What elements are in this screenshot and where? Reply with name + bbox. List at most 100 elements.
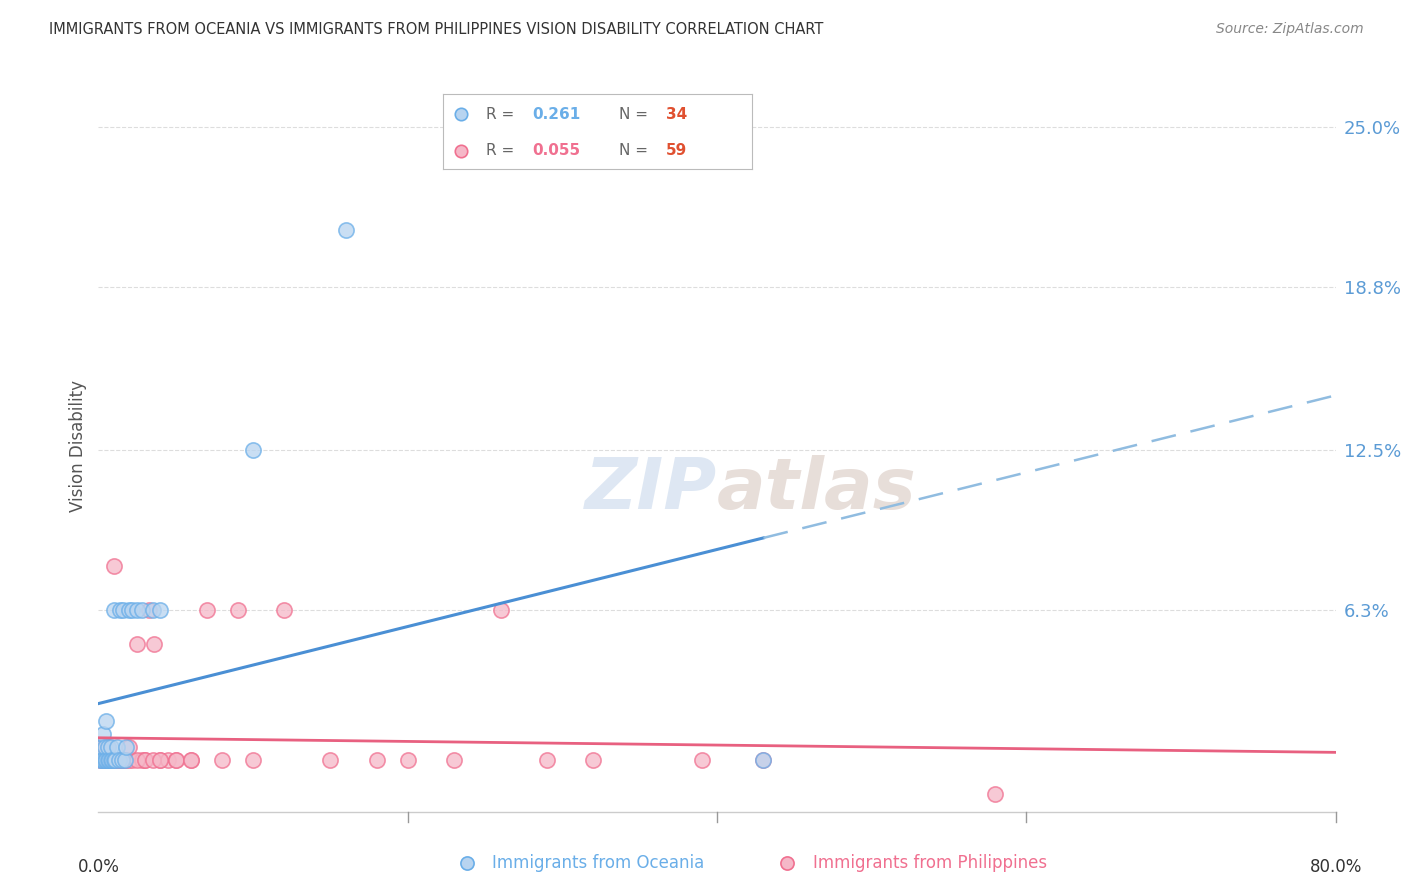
- Point: [450, 144, 472, 158]
- Point: [127, 637, 149, 651]
- Point: [752, 753, 775, 767]
- Point: [93, 753, 115, 767]
- Point: [90, 753, 112, 767]
- Point: [103, 753, 125, 767]
- Point: [180, 753, 202, 767]
- Point: [366, 753, 388, 767]
- Point: [101, 753, 124, 767]
- Text: atlas: atlas: [717, 456, 917, 524]
- Point: [115, 740, 138, 755]
- Point: [134, 753, 156, 767]
- Text: 0.055: 0.055: [533, 143, 581, 158]
- Point: [90, 740, 112, 755]
- Point: [108, 603, 131, 617]
- Point: [101, 753, 124, 767]
- Point: [98, 753, 121, 767]
- Point: [103, 603, 125, 617]
- Text: N =: N =: [619, 107, 652, 121]
- Point: [165, 753, 187, 767]
- Text: 34: 34: [665, 107, 688, 121]
- Point: [984, 787, 1007, 801]
- Point: [107, 753, 129, 767]
- Point: [157, 753, 180, 767]
- Point: [96, 740, 118, 755]
- Point: [149, 753, 172, 767]
- Point: [91, 740, 114, 755]
- Point: [89, 740, 111, 755]
- Point: [226, 603, 249, 617]
- Point: [396, 753, 419, 767]
- Point: [195, 603, 218, 617]
- Point: [93, 740, 115, 755]
- Point: [134, 753, 156, 767]
- Point: [97, 753, 120, 767]
- Point: [100, 740, 122, 755]
- Point: [111, 753, 134, 767]
- Point: [89, 753, 111, 767]
- Point: [456, 856, 478, 871]
- Point: [96, 714, 118, 729]
- Point: [100, 753, 122, 767]
- Point: [180, 753, 202, 767]
- Point: [690, 753, 713, 767]
- Text: N =: N =: [619, 143, 652, 158]
- Point: [96, 753, 118, 767]
- Point: [112, 753, 135, 767]
- Point: [242, 753, 264, 767]
- Point: [98, 753, 121, 767]
- Point: [97, 753, 120, 767]
- Point: [104, 753, 127, 767]
- Point: [242, 442, 264, 457]
- Point: [450, 107, 472, 121]
- Point: [776, 856, 799, 871]
- Text: Source: ZipAtlas.com: Source: ZipAtlas.com: [1216, 22, 1364, 37]
- Text: 80.0%: 80.0%: [1309, 858, 1362, 876]
- Point: [93, 753, 115, 767]
- Point: [90, 753, 112, 767]
- Point: [107, 753, 129, 767]
- Point: [114, 753, 136, 767]
- Point: [121, 753, 143, 767]
- Point: [91, 753, 114, 767]
- Point: [108, 753, 131, 767]
- Point: [127, 753, 149, 767]
- Text: ZIP: ZIP: [585, 456, 717, 524]
- Point: [118, 753, 141, 767]
- Text: 0.0%: 0.0%: [77, 858, 120, 876]
- Text: IMMIGRANTS FROM OCEANIA VS IMMIGRANTS FROM PHILIPPINES VISION DISABILITY CORRELA: IMMIGRANTS FROM OCEANIA VS IMMIGRANTS FR…: [49, 22, 824, 37]
- Y-axis label: Vision Disability: Vision Disability: [69, 380, 87, 512]
- Point: [489, 603, 512, 617]
- Point: [121, 603, 143, 617]
- Point: [100, 753, 122, 767]
- Point: [112, 603, 135, 617]
- Point: [118, 603, 141, 617]
- Text: Immigrants from Oceania: Immigrants from Oceania: [492, 854, 704, 872]
- Point: [165, 753, 187, 767]
- Point: [91, 727, 114, 741]
- Point: [105, 753, 128, 767]
- Point: [97, 740, 120, 755]
- Point: [131, 603, 153, 617]
- Point: [103, 559, 125, 574]
- Point: [111, 753, 134, 767]
- Point: [319, 753, 342, 767]
- Point: [93, 740, 115, 755]
- Text: R =: R =: [486, 107, 519, 121]
- Point: [211, 753, 233, 767]
- Point: [138, 603, 160, 617]
- Point: [443, 753, 465, 767]
- Point: [103, 753, 125, 767]
- Point: [97, 740, 120, 755]
- Point: [536, 753, 558, 767]
- Point: [149, 753, 172, 767]
- Point: [111, 753, 134, 767]
- Point: [142, 753, 165, 767]
- Point: [335, 223, 357, 237]
- Point: [91, 753, 114, 767]
- Point: [149, 603, 172, 617]
- Point: [131, 753, 153, 767]
- Point: [273, 603, 295, 617]
- Text: R =: R =: [486, 143, 519, 158]
- Point: [143, 637, 166, 651]
- Point: [96, 753, 118, 767]
